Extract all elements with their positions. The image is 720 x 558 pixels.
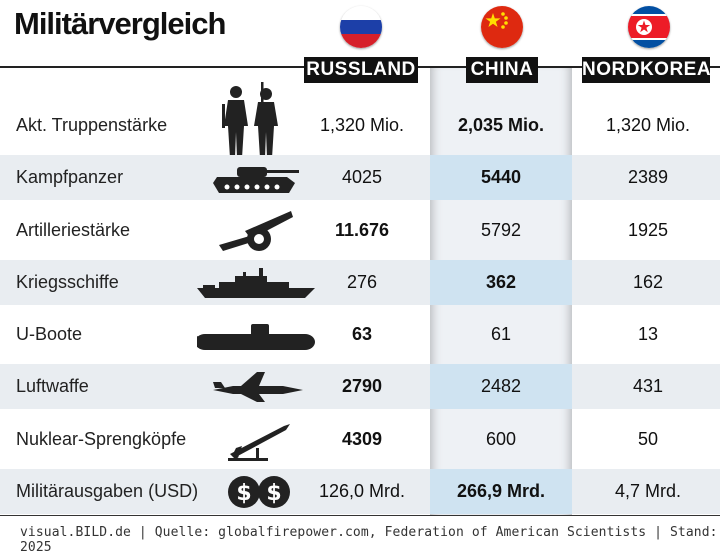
- table-row: Akt. Truppenstärke 1,320 Mio. 2,035 Mio.…: [0, 82, 720, 158]
- china-value: 362: [485, 272, 517, 292]
- table-row: Militärausgaben (USD) $ $ 126,0 Mrd. 266…: [0, 469, 720, 514]
- russia-value: 1,320 Mio.: [319, 115, 405, 135]
- china-value: 2,035 Mio.: [457, 115, 545, 135]
- svg-text:$: $: [236, 481, 251, 506]
- table-row: Kampfpanzer 4025 5440 2389: [0, 155, 720, 200]
- table-row: Artilleriestärke 11.676 5792 1925: [0, 208, 720, 253]
- tank-icon: [210, 155, 302, 200]
- russia-value: 4309: [341, 429, 383, 449]
- china-value: 2482: [480, 376, 522, 396]
- north-korea-value: 1925: [627, 220, 669, 240]
- soldiers-icon: [214, 81, 290, 161]
- china-flag-icon: [481, 6, 523, 48]
- north-korea-value: 1,320 Mio.: [605, 115, 691, 135]
- row-label: Luftwaffe: [16, 376, 89, 396]
- dollar-coins-icon: $ $: [226, 469, 294, 514]
- north-korea-flag-icon: [628, 6, 670, 48]
- fighter-jet-icon: [210, 364, 306, 409]
- russia-value: 276: [346, 272, 378, 292]
- row-label: U-Boote: [16, 324, 83, 344]
- table-row: U-Boote 63 61 13: [0, 312, 720, 357]
- russia-value: 2790: [341, 376, 383, 396]
- row-label: Kriegsschiffe: [16, 272, 119, 292]
- north-korea-value: 13: [637, 324, 659, 344]
- china-value: 266,9 Mrd.: [456, 481, 546, 501]
- artillery-icon: [214, 208, 296, 253]
- row-label: Militärausgaben (USD): [16, 481, 199, 501]
- row-label: Artilleriestärke: [16, 220, 131, 240]
- north-korea-value: 431: [632, 376, 664, 396]
- china-header: CHINA: [466, 57, 538, 83]
- russia-value: 63: [351, 324, 373, 344]
- table-row: Luftwaffe 2790 2482 431: [0, 364, 720, 409]
- missile-icon: [220, 417, 296, 462]
- table-row: Kriegsschiffe 276 362 162: [0, 260, 720, 305]
- footer-divider: [0, 515, 720, 516]
- north-korea-value: 2389: [627, 167, 669, 187]
- warship-icon: [194, 260, 318, 305]
- russia-value: 11.676: [334, 220, 390, 240]
- row-label: Nuklear-Sprengköpfe: [16, 429, 187, 449]
- row-label: Akt. Truppenstärke: [16, 115, 168, 135]
- table-row: Nuklear-Sprengköpfe 4309 600 50: [0, 417, 720, 462]
- china-value: 600: [485, 429, 517, 449]
- north-korea-header: NORDKOREA: [582, 57, 711, 83]
- north-korea-value: 4,7 Mrd.: [614, 481, 682, 501]
- svg-text:$: $: [266, 481, 281, 506]
- north-korea-value: 162: [632, 272, 664, 292]
- source-footer: visual.BILD.de | Quelle: globalfirepower…: [20, 525, 718, 555]
- page-title: Militärvergleich: [14, 6, 226, 41]
- submarine-icon: [196, 312, 318, 357]
- russia-value: 126,0 Mrd.: [318, 481, 406, 501]
- row-label: Kampfpanzer: [16, 167, 124, 187]
- russia-flag-icon: [340, 6, 382, 48]
- china-value: 5440: [480, 167, 522, 187]
- north-korea-value: 50: [637, 429, 659, 449]
- china-value: 5792: [480, 220, 522, 240]
- russia-header: RUSSLAND: [304, 57, 418, 83]
- china-value: 61: [490, 324, 512, 344]
- russia-value: 4025: [341, 167, 383, 187]
